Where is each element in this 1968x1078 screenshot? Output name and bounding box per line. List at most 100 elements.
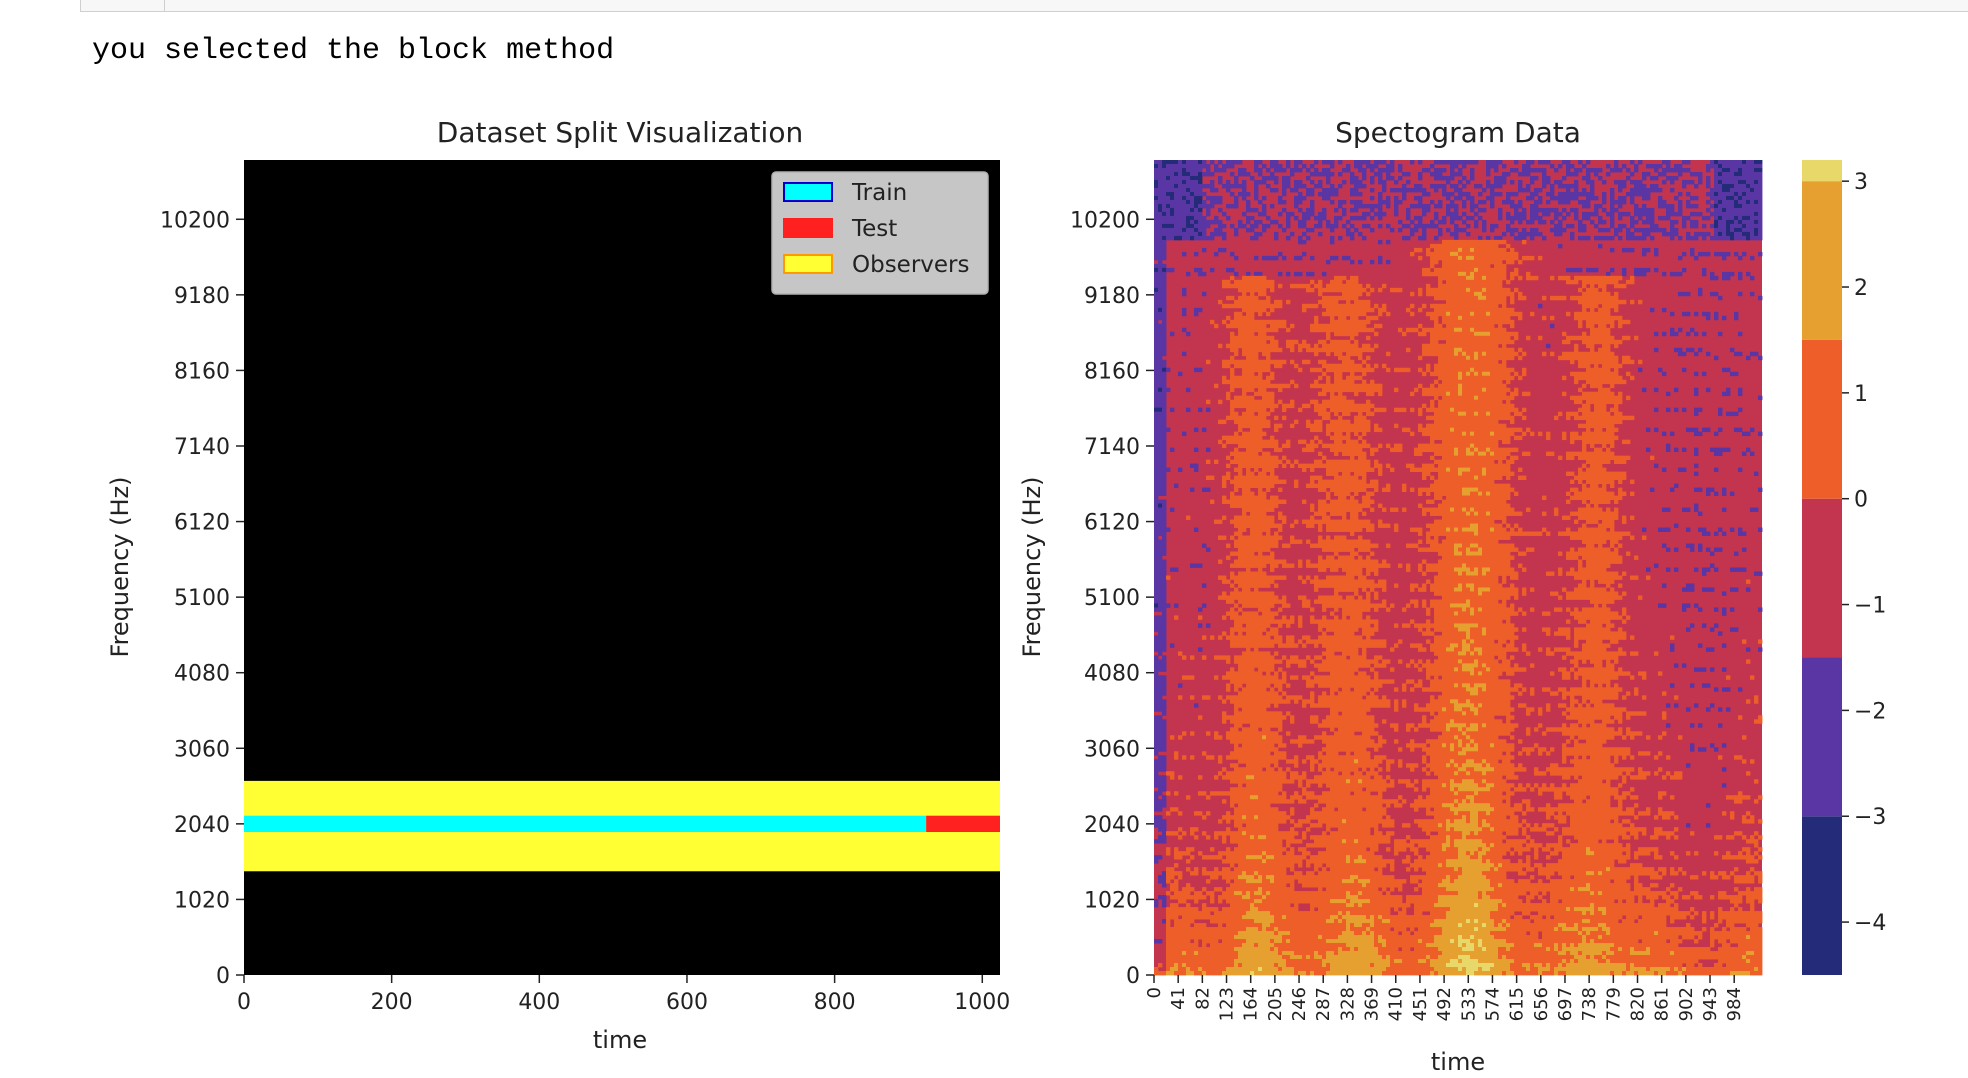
spectrogram-cell [1462,175,1467,181]
spectrogram-cell [1726,447,1731,453]
spectrogram-cell [1754,219,1759,225]
spectrogram-cell [1178,211,1183,217]
spectrogram-cell [1482,199,1487,205]
spectrogram-cell [1430,271,1435,277]
spectrogram-cell [1282,383,1287,389]
spectrogram-cell [1362,431,1367,437]
spectrogram-cell [1294,215,1299,221]
spectrogram-cell [1630,247,1635,253]
spectrogram-cell [1426,291,1431,297]
spectrogram-cell [1502,199,1507,205]
spectrogram-cell [1330,347,1335,353]
spectrogram-cell [1450,427,1455,433]
spectrogram-cell [1474,335,1479,341]
spectrogram-cell [1262,439,1267,445]
spectrogram-cell [1754,175,1759,181]
spectrogram-cell [1178,199,1183,205]
spectrogram-cell [1750,427,1755,433]
spectrogram-cell [1174,167,1179,173]
spectrogram-cell [1346,219,1351,225]
spectrogram-cell [1758,203,1763,209]
spectrogram-cell [1282,463,1287,469]
spectrogram-cell [1450,455,1455,461]
spectrogram-cell [1298,239,1303,245]
spectrogram-cell [1610,355,1615,361]
spectrogram-cell [1158,263,1163,269]
cell-input-area[interactable] [80,0,1968,12]
spectrogram-cell [1338,407,1343,413]
spectrogram-cell [1602,279,1607,285]
spectrogram-cell [1478,395,1483,401]
spectrogram-cell [1682,183,1687,189]
spectrogram-cell [1318,191,1323,197]
spectrogram-cell [1570,435,1575,441]
spectrogram-cell [1334,323,1339,329]
spectrogram-cell [1454,391,1459,397]
spectrogram-cell [1166,179,1171,185]
spectrogram-cell [1510,215,1515,221]
spectrogram-cell [1258,407,1263,413]
spectrogram-cell [1354,415,1359,421]
spectrogram-cell [1610,371,1615,377]
spectrogram-cell [1450,447,1455,453]
spectrogram-cell [1434,387,1439,393]
spectrogram-cell [1530,211,1535,217]
spectrogram-cell [1658,171,1663,177]
spectrogram-cell [1738,275,1743,281]
spectrogram-cell [1738,211,1743,217]
spectrogram-cell [1434,223,1439,229]
spectrogram-cell [1510,459,1515,465]
spectrogram-cell [1490,267,1495,273]
spectrogram-cell [1334,395,1339,401]
spectrogram-cell [1158,351,1163,357]
spectrogram-cell [1494,447,1499,453]
spectrogram-cell [1742,207,1747,213]
spectrogram-cell [1442,303,1447,309]
spectrogram-cell [1494,419,1499,425]
spectrogram-cell [1238,423,1243,429]
spectrogram-cell [1474,431,1479,437]
spectrogram-cell [1482,223,1487,229]
spectrogram-cell [1610,395,1615,401]
spectrogram-cell [1482,411,1487,417]
spectrogram-cell [1690,235,1695,241]
spectrogram-cell [1310,179,1315,185]
spectrogram-cell [1606,411,1611,417]
spectrogram-cell [1202,199,1207,205]
spectrogram-cell [1274,164,1279,169]
spectrogram-cell [1330,427,1335,433]
spectrogram-cell [1502,359,1507,365]
spectrogram-cell [1606,347,1611,353]
spectrogram-cell [1366,291,1371,297]
spectrogram-cell [1354,467,1359,473]
spectrogram-cell [1446,355,1451,361]
spectrogram-cell [1478,431,1483,437]
spectrogram-cell [1482,451,1487,457]
spectrogram-cell [1162,455,1167,461]
spectrogram-cell [1550,315,1555,321]
spectrogram-cell [1262,407,1267,413]
spectrogram-cell [1598,383,1603,389]
spectrogram-cell [1310,327,1315,333]
spectrogram-cell [1242,347,1247,353]
spectrogram-cell [1282,407,1287,413]
spectrogram-cell [1290,323,1295,329]
spectrogram-cell [1498,327,1503,333]
spectrogram-cell [1482,315,1487,321]
spectrogram-cell [1258,319,1263,325]
spectrogram-cell [1458,179,1463,185]
spectrogram-cell [1750,351,1755,357]
spectrogram-cell [1326,303,1331,309]
spectrogram-cell [1210,203,1215,209]
spectrogram-cell [1330,164,1335,169]
spectrogram-cell [1542,167,1547,173]
spectrogram-cell [1242,431,1247,437]
spectrogram-cell [1322,187,1327,193]
spectrogram-cell [1322,411,1327,417]
spectrogram-cell [1698,231,1703,237]
spectrogram-cell [1590,279,1595,285]
spectrogram-cell [1582,339,1587,345]
spectrogram-cell [1478,207,1483,213]
spectrogram-cell [1486,451,1491,457]
spectrogram-cell [1182,223,1187,229]
